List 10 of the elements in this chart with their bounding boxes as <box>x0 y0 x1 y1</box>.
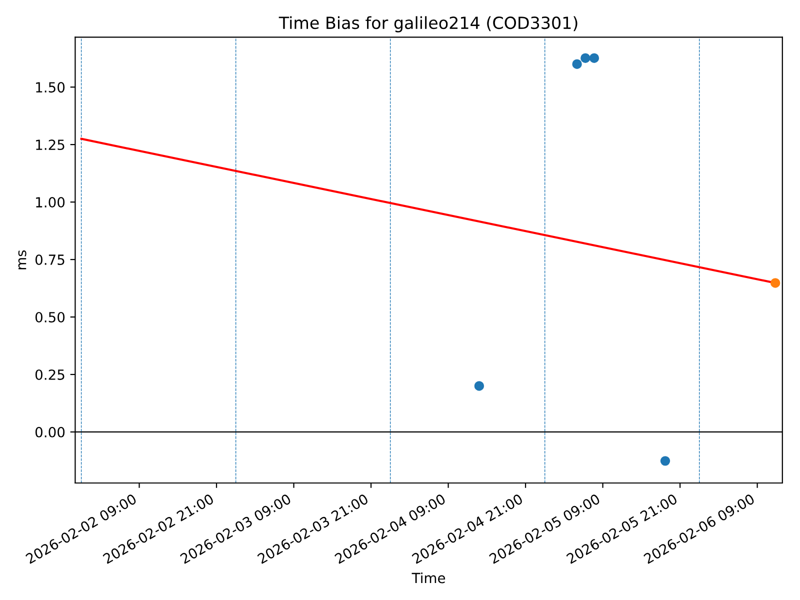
y-tick-label: 1.25 <box>36 140 64 150</box>
x-axis-title: Time <box>412 572 446 584</box>
y-axis-title: ms <box>18 250 26 270</box>
y-tick-label: 0.00 <box>35 426 65 438</box>
y-tick-label: 0.50 <box>35 312 65 322</box>
chart-title: Time Bias for galileo214 (COD3301) <box>278 16 578 32</box>
y-tick-label: 1.00 <box>36 197 65 208</box>
y-tick-label: 1.50 <box>36 82 65 93</box>
y-tick-label: 0.75 <box>35 254 64 265</box>
y-tick-label: 0.25 <box>35 369 64 380</box>
